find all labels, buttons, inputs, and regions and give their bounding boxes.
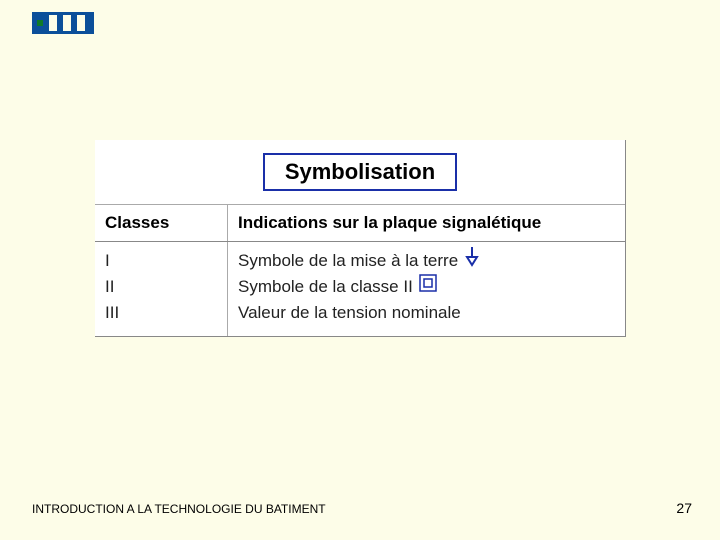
symbolisation-table: Symbolisation Classes Indications sur la… [95, 140, 626, 337]
indications-column: Symbole de la mise à la terre Symbole de… [228, 242, 625, 336]
indication-text: Symbole de la classe II [238, 274, 413, 300]
logo-dot [37, 20, 43, 26]
class-row: I [105, 248, 217, 274]
indication-text: Valeur de la tension nominale [238, 300, 461, 326]
indication-text: Symbole de la mise à la terre [238, 248, 458, 274]
table-title-row: Symbolisation [95, 140, 625, 205]
class-label: III [105, 300, 119, 326]
logo [32, 12, 94, 34]
header-classes: Classes [95, 205, 228, 241]
class-label: II [105, 274, 114, 300]
page-number: 27 [676, 500, 692, 516]
class-row: II [105, 274, 217, 300]
indication-row: Symbole de la classe II [238, 274, 615, 300]
classes-column: I II III [95, 242, 228, 336]
indication-row: Symbole de la mise à la terre [238, 248, 615, 274]
table-body: I II III Symbole de la mise à la terre S… [95, 242, 625, 336]
footer-text: INTRODUCTION A LA TECHNOLOGIE DU BATIMEN… [32, 502, 326, 516]
class-label: I [105, 248, 110, 274]
ground-icon [464, 247, 480, 275]
logo-bar [49, 15, 57, 31]
table-title: Symbolisation [263, 153, 457, 191]
indication-row: Valeur de la tension nominale [238, 300, 615, 326]
header-indications: Indications sur la plaque signalétique [228, 205, 625, 241]
class2-icon [419, 274, 437, 300]
class-row: III [105, 300, 217, 326]
logo-bar [63, 15, 71, 31]
table-header-row: Classes Indications sur la plaque signal… [95, 205, 625, 242]
logo-bar [77, 15, 85, 31]
slide-footer: INTRODUCTION A LA TECHNOLOGIE DU BATIMEN… [32, 500, 692, 516]
